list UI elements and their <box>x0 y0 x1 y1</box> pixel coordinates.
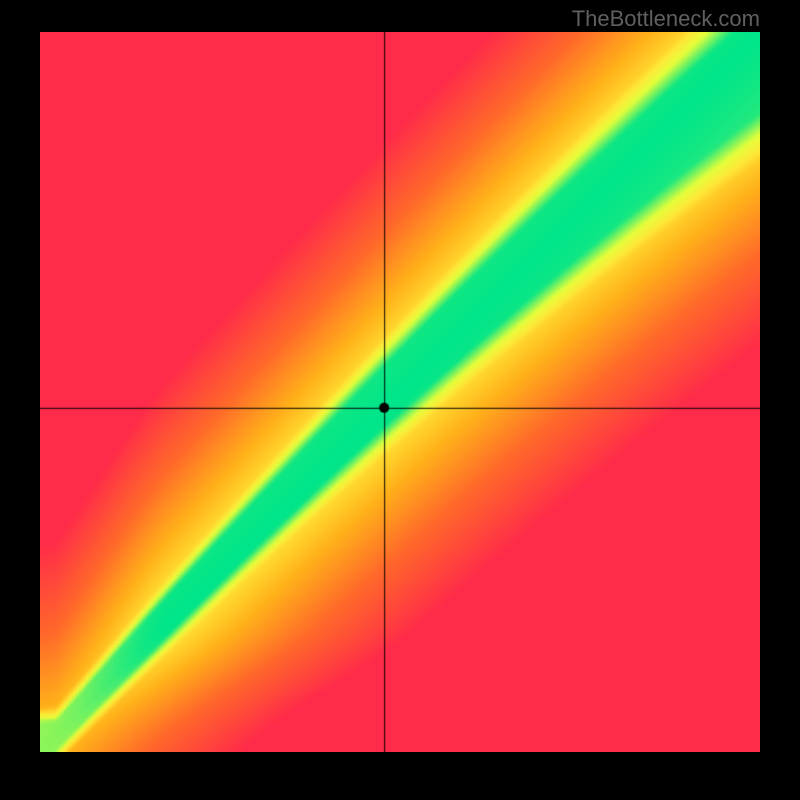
watermark-text: TheBottleneck.com <box>572 6 760 32</box>
bottleneck-heatmap <box>40 32 760 752</box>
